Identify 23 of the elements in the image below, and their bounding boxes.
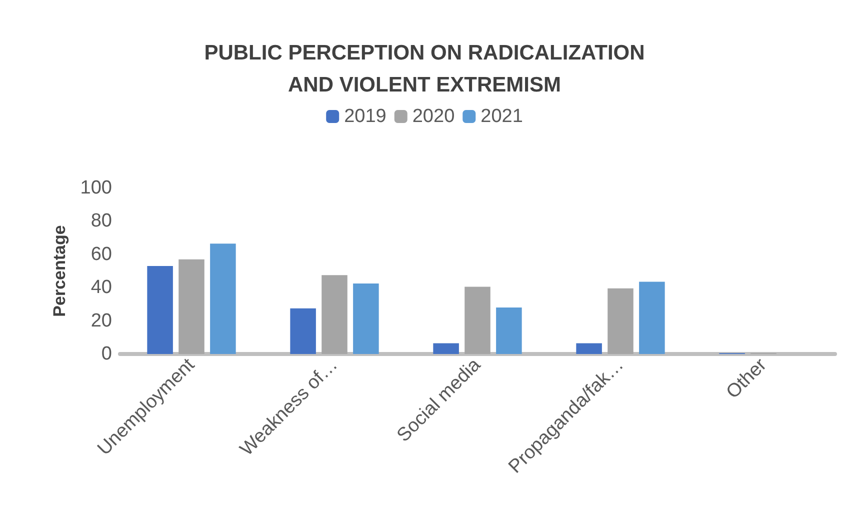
bar <box>639 282 665 354</box>
y-tick-label: 80 <box>90 210 112 232</box>
bar <box>464 286 490 354</box>
bar <box>147 266 173 354</box>
chart-title: PUBLIC PERCEPTION ON RADICALIZATION AND VIOLENT EXTREMISM <box>204 42 645 96</box>
legend-label: 2020 <box>412 106 455 127</box>
bar <box>210 244 236 354</box>
bar <box>353 283 379 354</box>
y-tick-label: 0 <box>101 344 112 364</box>
legend-label: 2021 <box>480 106 523 127</box>
y-tick-label: 60 <box>90 244 112 265</box>
bar <box>576 343 602 354</box>
bar <box>178 259 204 354</box>
y-axis-title: Percentage <box>50 225 69 317</box>
bar <box>433 343 459 354</box>
y-tick-label: 100 <box>80 178 112 198</box>
y-tick-label: 40 <box>90 277 112 298</box>
bar <box>322 275 348 354</box>
legend-label: 2019 <box>344 106 386 127</box>
bar <box>290 308 316 354</box>
bar <box>608 288 634 354</box>
y-tick-label: 20 <box>90 310 112 332</box>
bar <box>496 308 522 354</box>
